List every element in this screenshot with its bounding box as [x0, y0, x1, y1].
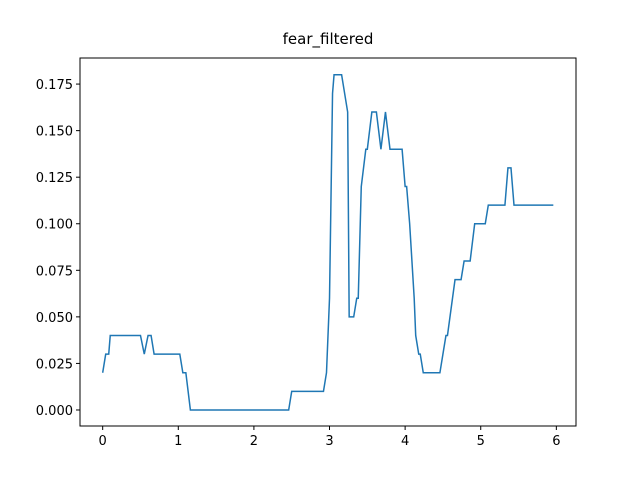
y-tick-label: 0.000	[36, 404, 73, 419]
y-tick-label: 0.175	[36, 78, 73, 93]
y-tick-label: 0.100	[36, 218, 73, 233]
x-tick-label: 5	[477, 434, 485, 449]
y-tick-label: 0.075	[36, 264, 73, 279]
y-tick-label: 0.150	[36, 125, 73, 140]
x-tick-label: 0	[99, 434, 107, 449]
x-tick-label: 1	[174, 434, 182, 449]
y-tick-label: 0.025	[36, 357, 73, 372]
x-tick-label: 4	[401, 434, 409, 449]
x-tick-label: 2	[250, 434, 258, 449]
axes-frame	[79, 57, 577, 427]
x-tick-label: 3	[325, 434, 333, 449]
y-tick-label: 0.125	[36, 171, 73, 186]
y-tick-label: 0.050	[36, 311, 73, 326]
chart-title: fear_filtered	[283, 30, 374, 49]
x-tick-label: 6	[552, 434, 560, 449]
line	[101, 74, 554, 411]
